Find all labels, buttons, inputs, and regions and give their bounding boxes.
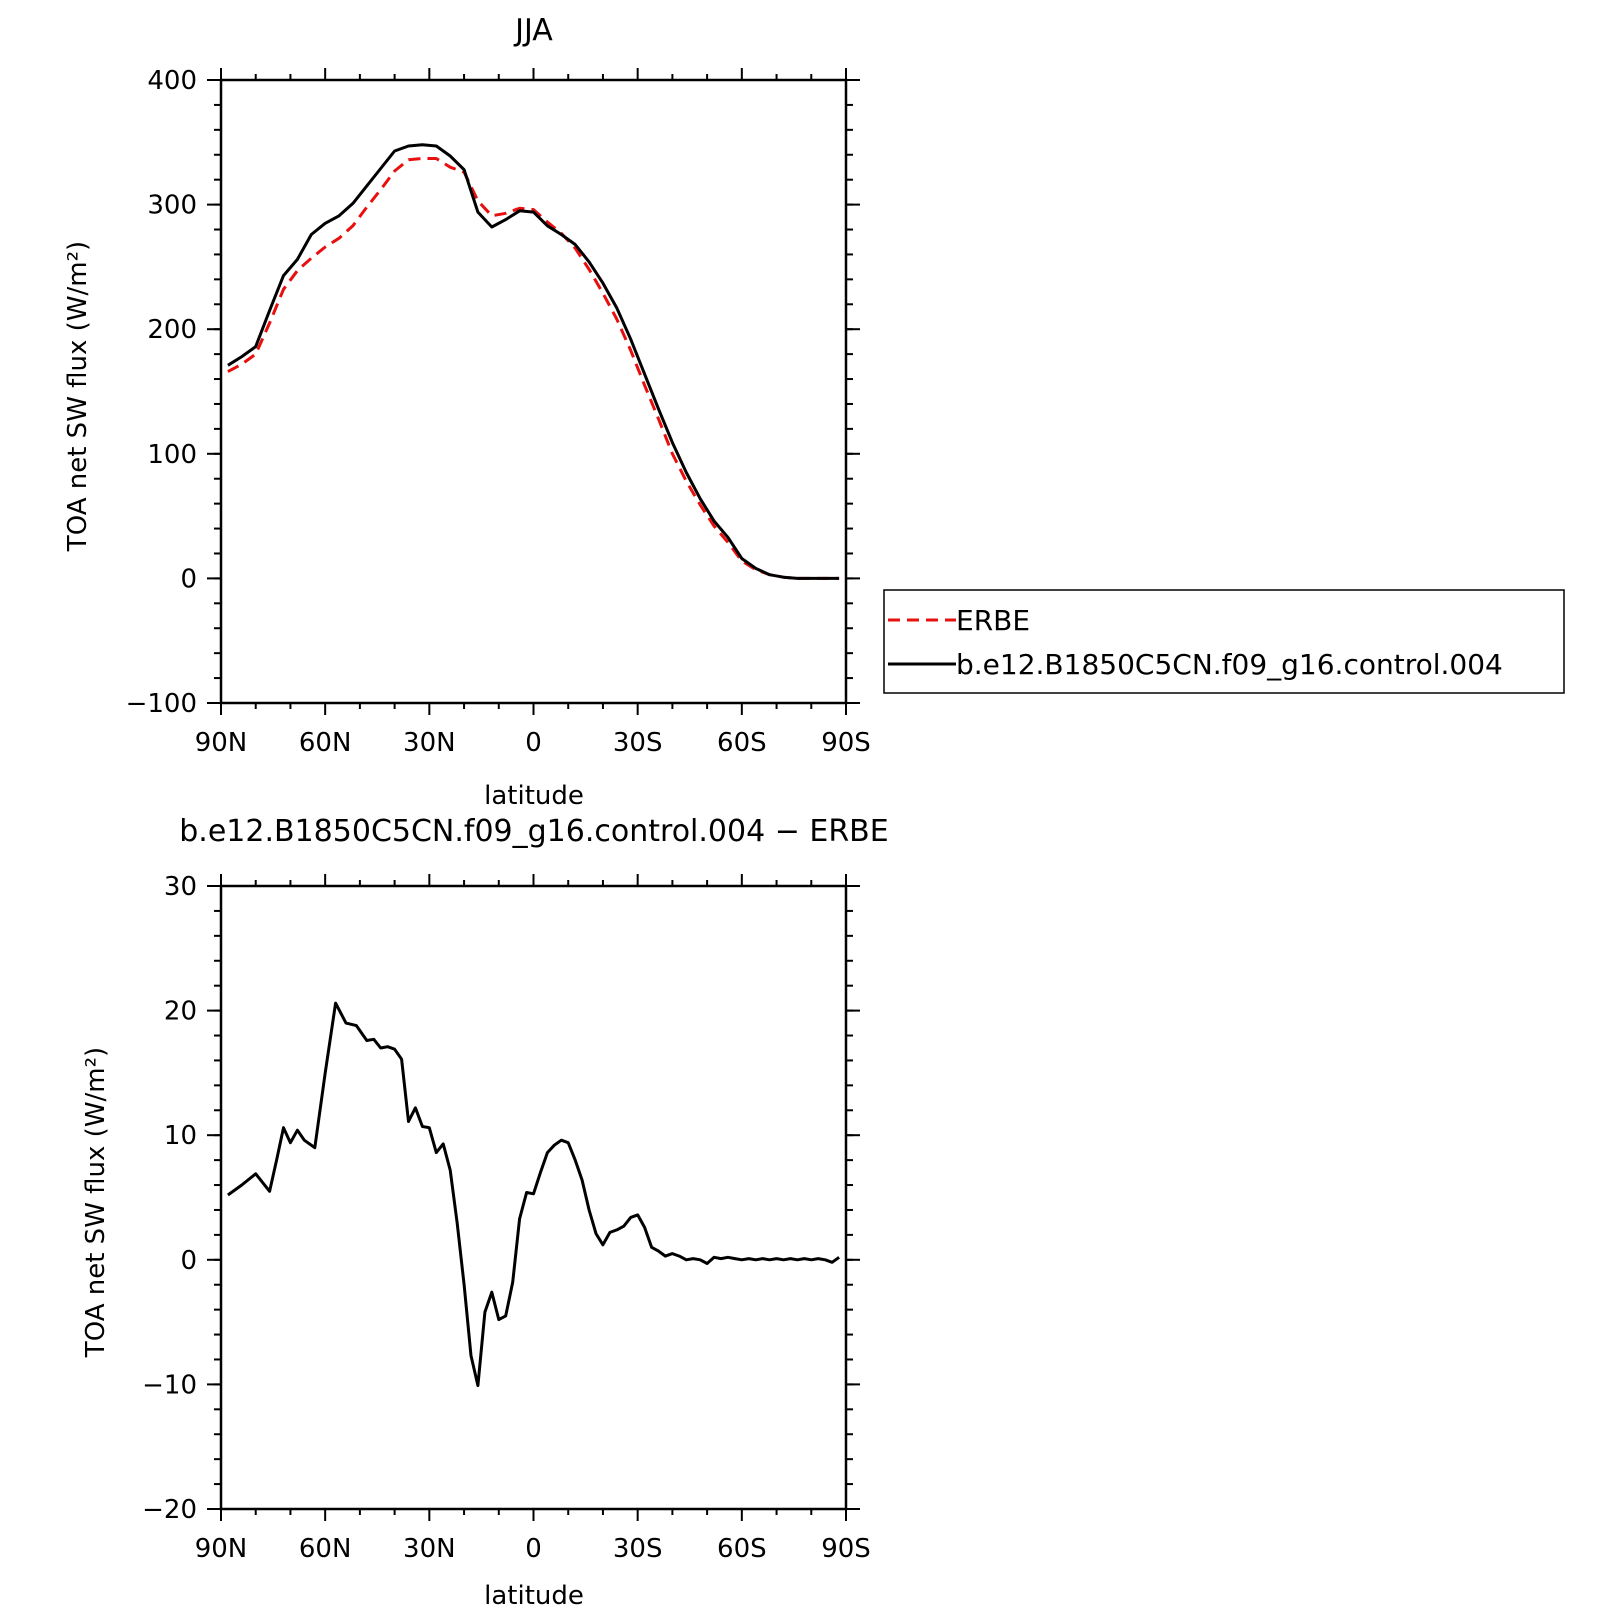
y-tick-label: 200 (147, 315, 197, 345)
y-tick-label: 400 (147, 66, 197, 96)
bottom-x-axis-label: latitude (484, 1581, 584, 1611)
top-panel: JJA TOA net SW flux (W/m²) latitude 90N 6… (63, 13, 871, 811)
y-tick-label: −20 (142, 1495, 197, 1525)
top-plot-frame (219, 78, 848, 705)
top-axis-ticks: 90N 60N 30N 0 30S 60S 90S −100 0 100 200 300 400 (126, 66, 871, 758)
x-tick-label: 90S (821, 1534, 871, 1564)
bottom-axis-ticks: 90N 60N 30N 0 30S 60S 90S −20 −10 0 10 20 30 (142, 872, 871, 1564)
bottom-y-axis-label: TOA net SW flux (W/m²) (81, 1047, 111, 1358)
x-tick-label: 30S (613, 1534, 663, 1564)
x-tick-label: 90N (195, 728, 248, 758)
top-x-axis-label: latitude (484, 781, 584, 811)
bottom-plot-title: b.e12.B1850C5CN.f09_g16.control.004 − ER… (179, 814, 888, 849)
legend-erbe-label: ERBE (956, 604, 1030, 637)
top-plot-title: JJA (513, 13, 553, 48)
y-tick-label: 100 (147, 440, 197, 470)
y-tick-label: 300 (147, 191, 197, 221)
y-tick-label: 10 (164, 1121, 197, 1151)
x-tick-label: 30S (613, 728, 663, 758)
top-series-lines (227, 143, 840, 580)
x-tick-label: 60S (717, 728, 767, 758)
series-line-difference (227, 1001, 840, 1388)
x-tick-label: 90N (195, 1534, 248, 1564)
y-tick-label: 30 (164, 872, 197, 902)
legend: ERBE b.e12.B1850C5CN.f09_g16.control.004 (883, 589, 1565, 694)
y-tick-label: 20 (164, 997, 197, 1027)
y-tick-label: −10 (142, 1370, 197, 1400)
x-tick-label: 60N (299, 1534, 352, 1564)
y-tick-label: 0 (180, 564, 197, 594)
top-y-axis-label: TOA net SW flux (W/m²) (63, 241, 93, 552)
x-tick-label: 60S (717, 1534, 767, 1564)
series-line-model (227, 143, 840, 580)
bottom-series-lines (227, 1001, 840, 1388)
y-tick-label: 0 (180, 1246, 197, 1276)
x-tick-label: 90S (821, 728, 871, 758)
y-tick-label: −100 (126, 689, 197, 719)
x-tick-label: 0 (525, 728, 542, 758)
x-tick-label: 30N (403, 1534, 456, 1564)
legend-box (883, 589, 1565, 694)
x-tick-label: 0 (525, 1534, 542, 1564)
bottom-plot-frame (219, 884, 848, 1511)
legend-model-label: b.e12.B1850C5CN.f09_g16.control.004 (956, 648, 1503, 681)
series-line-erbe (227, 157, 840, 580)
x-tick-label: 60N (299, 728, 352, 758)
x-tick-label: 30N (403, 728, 456, 758)
bottom-panel: b.e12.B1850C5CN.f09_g16.control.004 − ER… (81, 814, 889, 1611)
